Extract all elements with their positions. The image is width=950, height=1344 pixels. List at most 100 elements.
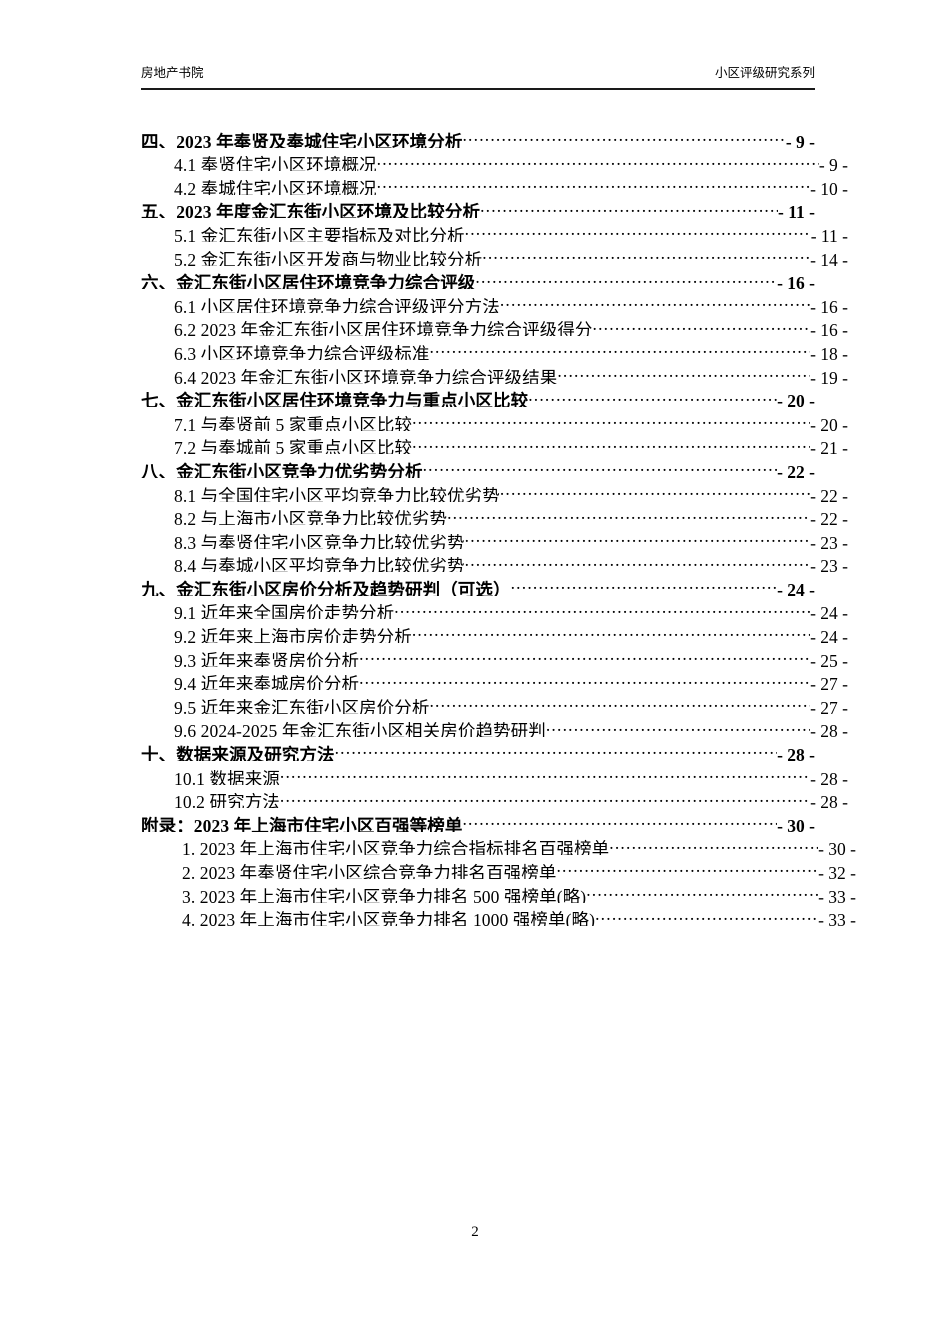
toc-entry-page-number: - 18 - <box>810 343 848 360</box>
toc-entry-title: 4.1 奉贤住宅小区环境概况 <box>174 155 377 172</box>
header-right-title: 小区评级研究系列 <box>714 65 815 80</box>
toc-dot-leader <box>482 242 810 266</box>
toc-entry[interactable]: 10.2 研究方法 - 28 - <box>141 785 848 809</box>
toc-entry[interactable]: 8.2 与上海市小区竞争力比较优劣势 - 22 - <box>141 502 848 526</box>
toc-entry[interactable]: 9.1 近年来全国房价走势分析 - 24 - <box>141 596 848 620</box>
toc-dot-leader <box>462 124 785 148</box>
toc-dot-leader <box>429 336 810 360</box>
toc-dot-leader <box>556 855 818 879</box>
toc-dot-leader <box>586 879 818 903</box>
toc-entry[interactable]: 附录：2023 年上海市住宅小区百强等榜单 - 30 - <box>141 808 815 832</box>
footer-page-number: 2 <box>471 1224 479 1240</box>
toc-entry-title: 9.6 2024-2025 年金汇东街小区相关房价趋势研判 <box>174 721 546 738</box>
toc-entry-page-number: - 22 - <box>810 485 848 502</box>
toc-entry[interactable]: 9.6 2024-2025 年金汇东街小区相关房价趋势研判 - 28 - <box>141 714 848 738</box>
toc-entry[interactable]: 9.4 近年来奉城房价分析 - 27 - <box>141 667 848 691</box>
toc-entry-title: 8.4 与奉城小区平均竞争力比较优劣势 <box>174 556 465 573</box>
toc-entry-page-number: - 30 - <box>818 839 856 856</box>
toc-entry[interactable]: 十、数据来源及研究方法 - 28 - <box>141 737 815 761</box>
toc-entry[interactable]: 8.4 与奉城小区平均竞争力比较优劣势 - 23 - <box>141 549 848 573</box>
toc-entry-page-number: - 33 - <box>818 886 856 903</box>
toc-entry[interactable]: 8.3 与奉贤住宅小区竞争力比较优劣势 - 23 - <box>141 525 848 549</box>
toc-entry[interactable]: 五、2023 年度金汇东街小区环境及比较分析 - 11 - <box>141 195 815 219</box>
toc-dot-leader <box>412 619 810 643</box>
toc-dot-leader <box>412 431 810 455</box>
toc-entry[interactable]: 六、金汇东街小区居住环境竞争力综合评级 - 16 - <box>141 266 815 290</box>
toc-entry-title: 九、金汇东街小区房价分析及趋势研判（可选） <box>141 579 511 596</box>
toc-entry-page-number: - 24 - <box>777 579 815 596</box>
toc-entry[interactable]: 5.2 金汇东街小区开发商与物业比较分析 - 14 - <box>141 242 848 266</box>
toc-entry-title: 8.1 与全国住宅小区平均竞争力比较优劣势 <box>174 485 500 502</box>
toc-entry[interactable]: 3. 2023 年上海市住宅小区竞争力排名 500 强榜单(略) - 33 - <box>141 879 856 903</box>
toc-entry-page-number: - 28 - <box>810 768 848 785</box>
toc-entry[interactable]: 6.2 2023 年金汇东街小区居住环境竞争力综合评级得分 - 16 - <box>141 313 848 337</box>
toc-entry[interactable]: 2. 2023 年奉贤住宅小区综合竞争力排名百强榜单 - 32 - <box>141 855 856 879</box>
toc-entry[interactable]: 9.5 近年来金汇东街小区房价分析 - 27 - <box>141 690 848 714</box>
toc-entry-page-number: - 24 - <box>810 603 848 620</box>
toc-entry[interactable]: 10.1 数据来源 - 28 - <box>141 761 848 785</box>
toc-entry[interactable]: 1. 2023 年上海市住宅小区竞争力综合指标排名百强榜单 - 30 - <box>141 832 856 856</box>
toc-entry[interactable]: 四、2023 年奉贤及奉城住宅小区环境分析 - 9 - <box>141 124 815 148</box>
toc-entry[interactable]: 6.4 2023 年金汇东街小区环境竞争力综合评级结果 - 19 - <box>141 360 848 384</box>
toc-entry-title: 9.3 近年来奉贤房价分析 <box>174 650 360 667</box>
toc-entry-title: 8.3 与奉贤住宅小区竞争力比较优劣势 <box>174 532 465 549</box>
toc-entry[interactable]: 6.3 小区环境竞争力综合评级标准 - 18 - <box>141 336 848 360</box>
toc-dot-leader <box>280 761 810 785</box>
toc-dot-leader <box>359 667 810 691</box>
toc-dot-leader <box>500 289 810 313</box>
toc-entry-title: 8.2 与上海市小区竞争力比较优劣势 <box>174 509 448 526</box>
toc-entry-title: 6.2 2023 年金汇东街小区居住环境竞争力综合评级得分 <box>174 320 593 337</box>
toc-entry-title: 7.1 与奉贤前 5 家重点小区比较 <box>174 414 413 431</box>
toc-dot-leader <box>280 785 810 809</box>
toc-entry-title: 6.1 小区居住环境竞争力综合评级评分方法 <box>174 296 500 313</box>
toc-entry-page-number: - 22 - <box>810 509 848 526</box>
toc-entry[interactable]: 七、金汇东街小区居住环境竞争力与重点小区比较 - 20 - <box>141 384 815 408</box>
toc-dot-leader <box>465 525 810 549</box>
toc-dot-leader <box>447 502 810 526</box>
toc-dot-leader <box>423 454 777 478</box>
toc-entry-title: 4.2 奉城住宅小区环境概况 <box>174 178 377 195</box>
toc-entry[interactable]: 9.2 近年来上海市房价走势分析 - 24 - <box>141 619 848 643</box>
toc-entry-title: 6.4 2023 年金汇东街小区环境竞争力综合评级结果 <box>174 367 558 384</box>
toc-dot-leader <box>359 643 810 667</box>
toc-entry[interactable]: 4. 2023 年上海市住宅小区竞争力排名 1000 强榜单(略) - 33 - <box>141 903 856 927</box>
toc-entry-title: 4. 2023 年上海市住宅小区竞争力排名 1000 强榜单(略) <box>182 910 596 927</box>
toc-entry[interactable]: 6.1 小区居住环境竞争力综合评级评分方法 - 16 - <box>141 289 848 313</box>
toc-dot-leader <box>609 832 818 856</box>
toc-entry[interactable]: 4.1 奉贤住宅小区环境概况 - 9 - <box>141 148 848 172</box>
toc-entry-page-number: - 28 - <box>777 745 815 762</box>
toc-entry-title: 9.4 近年来奉城房价分析 <box>174 674 360 691</box>
toc-entry[interactable]: 九、金汇东街小区房价分析及趋势研判（可选） - 24 - <box>141 572 815 596</box>
toc-entry-page-number: - 16 - <box>810 320 848 337</box>
toc-entry-page-number: - 20 - <box>810 414 848 431</box>
toc-entry[interactable]: 9.3 近年来奉贤房价分析 - 25 - <box>141 643 848 667</box>
toc-entry[interactable]: 4.2 奉城住宅小区环境概况 - 10 - <box>141 171 848 195</box>
toc-entry-page-number: - 10 - <box>810 178 848 195</box>
toc-dot-leader <box>593 313 811 337</box>
toc-entry-page-number: - 11 - <box>810 225 848 242</box>
toc-entry-title: 5.2 金汇东街小区开发商与物业比较分析 <box>174 249 483 266</box>
toc-dot-leader <box>546 714 810 738</box>
toc-dot-leader <box>465 218 811 242</box>
toc-entry[interactable]: 7.1 与奉贤前 5 家重点小区比较 - 20 - <box>141 407 848 431</box>
toc-dot-leader <box>480 195 778 219</box>
toc-dot-leader <box>377 171 810 195</box>
toc-entry-page-number: - 19 - <box>810 367 848 384</box>
toc-entry[interactable]: 5.1 金汇东街小区主要指标及对比分析 - 11 - <box>141 218 848 242</box>
page-footer: 2 <box>0 1222 950 1242</box>
toc-entry-page-number: - 28 - <box>810 721 848 738</box>
toc-entry-page-number: - 22 - <box>777 461 815 478</box>
toc-entry-page-number: - 24 - <box>810 627 848 644</box>
toc-dot-leader <box>394 596 810 620</box>
toc-entry[interactable]: 7.2 与奉城前 5 家重点小区比较 - 21 - <box>141 431 848 455</box>
toc-entry-page-number: - 16 - <box>777 273 815 290</box>
toc-dot-leader <box>429 690 810 714</box>
toc-entry-title: 9.5 近年来金汇东街小区房价分析 <box>174 697 430 714</box>
toc-entry-page-number: - 28 - <box>810 792 848 809</box>
toc-entry[interactable]: 8.1 与全国住宅小区平均竞争力比较优劣势 - 22 - <box>141 478 848 502</box>
toc-entry[interactable]: 八、金汇东街小区竞争力优劣势分析 - 22 - <box>141 454 815 478</box>
toc-dot-leader <box>377 148 819 172</box>
toc-entry-title: 5.1 金汇东街小区主要指标及对比分析 <box>174 225 465 242</box>
toc-entry-page-number: - 23 - <box>810 532 848 549</box>
toc-entry-page-number: - 9 - <box>818 155 848 172</box>
